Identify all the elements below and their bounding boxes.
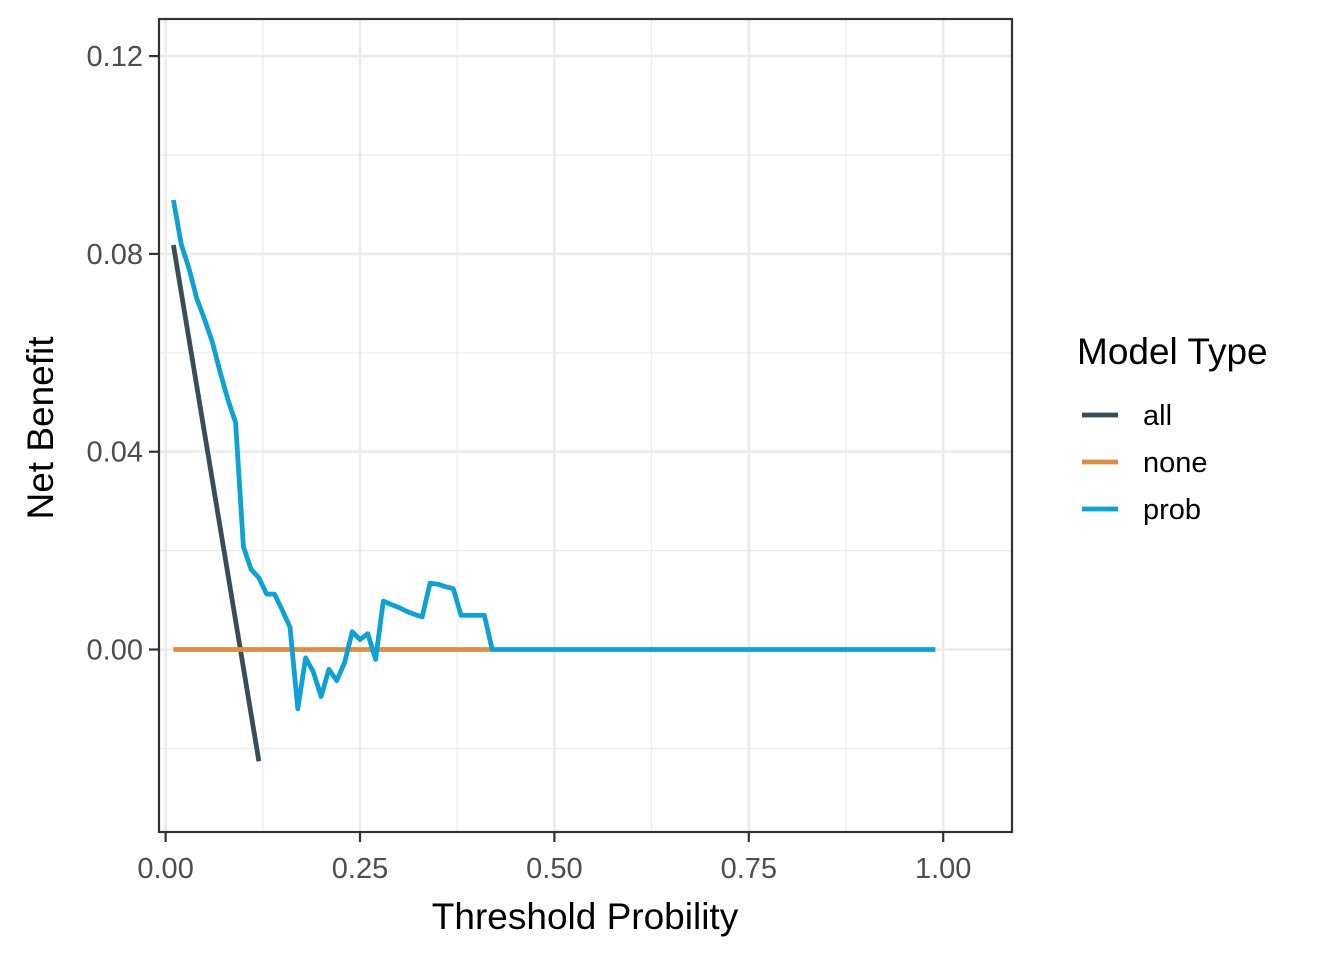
- x-axis-tick-labels: 0.00 0.25 0.50 0.75 1.00: [137, 853, 971, 885]
- x-tick-label: 0.50: [526, 853, 582, 885]
- legend-label-all: all: [1143, 400, 1172, 432]
- legend: Model Type all none prob: [1077, 331, 1268, 526]
- x-tick-label: 0.75: [721, 853, 777, 885]
- y-tick-label: 0.08: [87, 239, 143, 271]
- axis-ticks: [149, 54, 945, 842]
- legend-title: Model Type: [1077, 331, 1268, 372]
- x-tick-label: 0.25: [332, 853, 388, 885]
- y-axis-title: Net Benefit: [20, 336, 61, 520]
- y-tick-label: 0.12: [87, 41, 143, 73]
- x-axis-title: Threshold Probility: [432, 896, 739, 937]
- plot-panel-border: [157, 17, 1014, 834]
- minor-gridlines: [159, 19, 1012, 832]
- x-tick-label: 1.00: [915, 853, 971, 885]
- y-tick-label: 0.00: [87, 635, 143, 667]
- legend-label-prob: prob: [1143, 494, 1201, 526]
- legend-items: all none prob: [1082, 400, 1208, 526]
- y-tick-label: 0.04: [87, 437, 143, 469]
- series-line-all: [171, 244, 262, 762]
- series-line-prob: [171, 199, 936, 712]
- legend-label-none: none: [1143, 447, 1208, 479]
- y-axis-tick-labels: 0.00 0.04 0.08 0.12: [87, 41, 143, 666]
- series-lines: [171, 199, 936, 762]
- x-tick-label: 0.00: [137, 853, 193, 885]
